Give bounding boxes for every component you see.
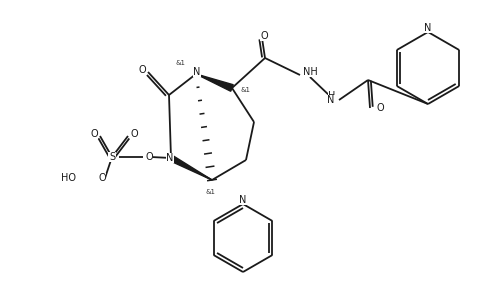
Text: O: O (98, 173, 106, 183)
Polygon shape (170, 155, 212, 180)
Text: &1: &1 (175, 60, 185, 66)
Text: O: O (145, 152, 153, 162)
Text: N: N (193, 67, 201, 77)
Text: N: N (424, 23, 432, 33)
Text: S: S (109, 152, 115, 162)
Text: &1: &1 (240, 87, 250, 93)
Text: N: N (327, 95, 335, 105)
Text: O: O (130, 129, 138, 139)
Polygon shape (196, 74, 233, 91)
Text: N: N (239, 195, 247, 205)
Text: HO: HO (61, 173, 76, 183)
Text: O: O (138, 65, 146, 75)
Text: N: N (166, 153, 174, 163)
Text: NH: NH (303, 67, 318, 77)
Text: O: O (90, 129, 98, 139)
Text: O: O (376, 103, 384, 113)
Text: H: H (329, 91, 336, 101)
Text: &1: &1 (205, 189, 215, 195)
Text: O: O (260, 31, 268, 41)
